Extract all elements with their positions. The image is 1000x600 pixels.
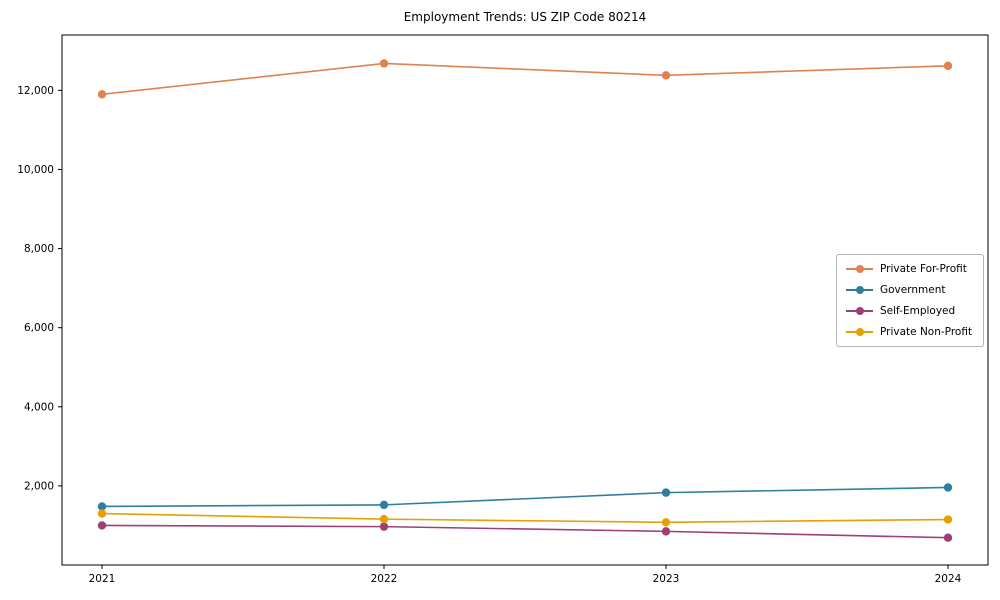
legend-label: Private Non-Profit <box>880 326 973 338</box>
series-marker-2 <box>943 533 953 542</box>
series-marker-2 <box>379 522 389 531</box>
series-line-3 <box>101 512 949 524</box>
chart-title: Employment Trends: US ZIP Code 80214 <box>403 10 647 24</box>
series-marker-0 <box>97 90 107 99</box>
series-line-1 <box>101 486 949 508</box>
y-tick-label: 10,000 <box>17 164 54 176</box>
y-tick-label: 8,000 <box>24 243 54 255</box>
legend-line-marker-icon <box>846 283 873 297</box>
legend-item-2: Self-Employed <box>846 304 974 318</box>
chart-legend: Private For-Profit Government Self-Employe… <box>836 254 984 347</box>
y-tick-label: 12,000 <box>17 85 54 97</box>
series-marker-0 <box>943 61 953 71</box>
series-marker-2 <box>97 521 107 530</box>
series-marker-3 <box>379 514 389 524</box>
legend-label: Government <box>880 284 946 296</box>
plot-border <box>61 34 989 566</box>
y-tick-label: 4,000 <box>24 401 54 413</box>
x-tick-label: 2021 <box>89 573 116 585</box>
series-marker-1 <box>943 483 953 492</box>
legend-item-3: Private Non-Profit <box>846 325 974 339</box>
y-tick-label: 2,000 <box>24 480 54 492</box>
legend-item-1: Government <box>846 283 974 297</box>
x-tick-label: 2022 <box>371 573 398 585</box>
legend-line-marker-icon <box>846 325 873 339</box>
x-tick-label: 2024 <box>935 573 962 585</box>
series-line-0 <box>101 62 949 96</box>
series-marker-2 <box>661 527 671 536</box>
legend-item-0: Private For-Profit <box>846 262 974 276</box>
series-line-2 <box>101 524 949 539</box>
y-tick-label: 6,000 <box>24 322 54 334</box>
legend-line-marker-icon <box>846 304 873 318</box>
series-marker-1 <box>97 502 107 511</box>
series-marker-1 <box>661 488 671 497</box>
series-marker-3 <box>943 515 953 524</box>
series-marker-1 <box>379 500 389 510</box>
series-marker-3 <box>661 518 671 527</box>
series-marker-3 <box>97 509 107 518</box>
series-marker-0 <box>379 59 389 68</box>
legend-line-marker-icon <box>846 262 873 276</box>
legend-label: Private For-Profit <box>880 263 967 275</box>
x-tick-label: 2023 <box>653 573 680 585</box>
series-marker-0 <box>661 71 671 80</box>
legend-label: Self-Employed <box>880 305 956 317</box>
